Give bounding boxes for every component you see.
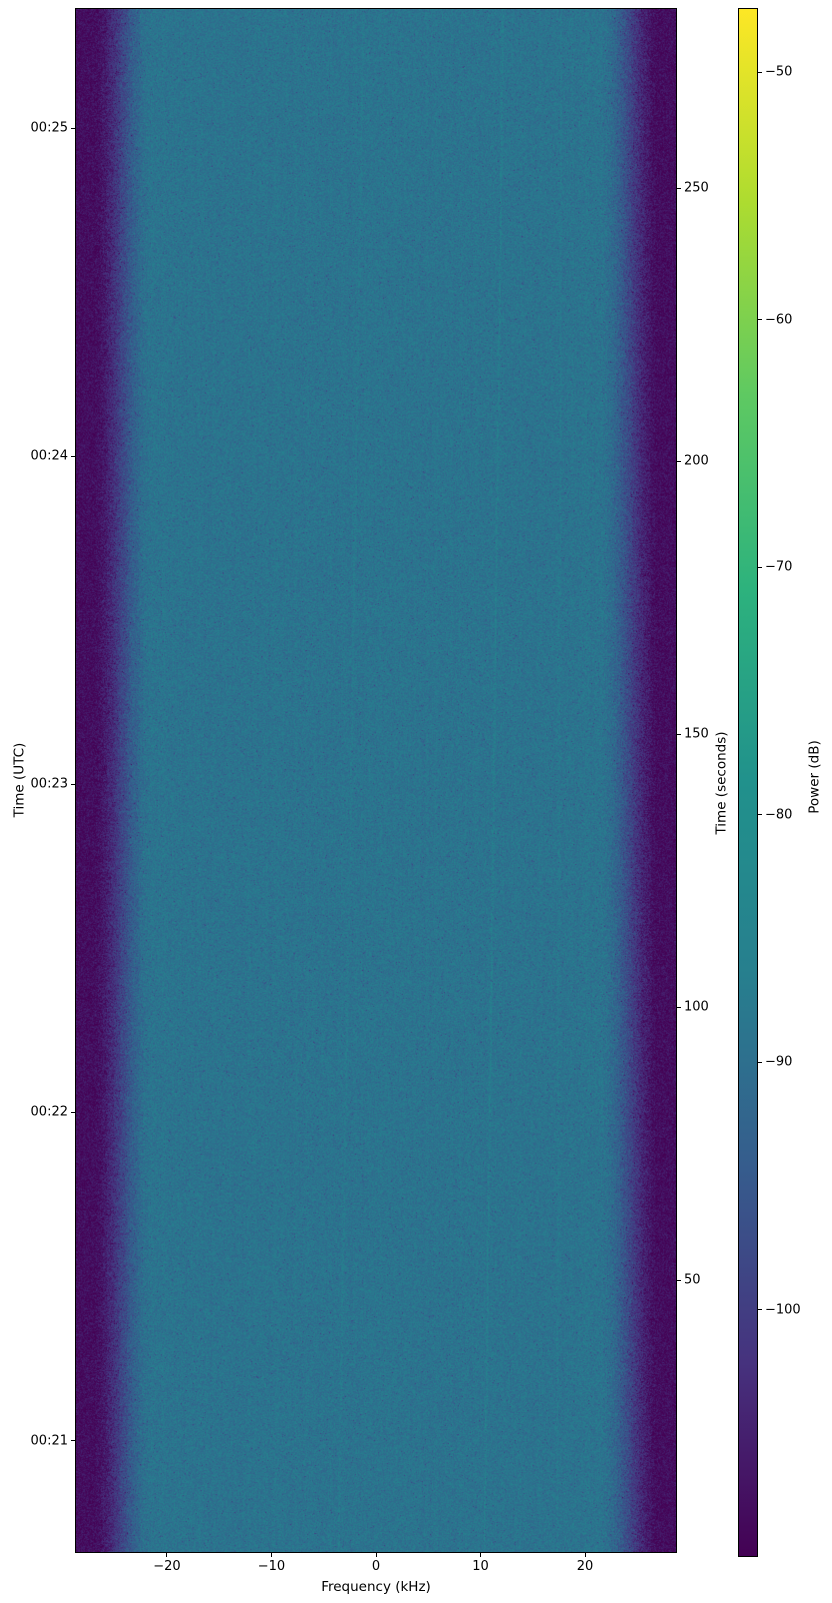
left-tick-label: 00:21 [30,1433,68,1449]
colorbar-tick-mark [758,1061,762,1063]
colorbar-tick-label: −80 [765,807,793,823]
x-tick-mark [270,1553,272,1557]
x-axis-label: Frequency (kHz) [321,1579,431,1595]
colorbar-label: Power (dB) [806,740,823,814]
colorbar-tick-label: −70 [765,559,793,575]
right-tick-mark [677,460,681,462]
right-tick-label: 100 [684,999,709,1015]
colorbar-tick-mark [758,566,762,568]
left-tick-label: 00:24 [30,448,68,464]
x-tick-mark [375,1553,377,1557]
right-tick-label: 200 [684,453,709,469]
right-tick-label: 150 [684,726,709,742]
right-tick-mark [677,733,681,735]
x-tick-label: 10 [472,1559,489,1574]
colorbar-tick-mark [758,814,762,816]
left-tick-label: 00:25 [30,120,68,136]
right-tick-mark [677,1279,681,1281]
colorbar-tick-mark [758,319,762,321]
left-tick-label: 00:23 [30,776,68,792]
x-tick-label: 20 [576,1559,594,1574]
colorbar-tick-label: −50 [765,64,793,80]
colorbar-tick-label: −60 [765,312,793,328]
y-axis-label-right: Time (seconds) [713,731,730,835]
right-tick-mark [677,187,681,189]
x-tick-label: −10 [257,1559,286,1574]
y-axis-label-left: Time (UTC) [11,742,28,818]
plot-area [75,8,677,1553]
right-tick-label: 250 [684,180,709,196]
right-tick-mark [677,1006,681,1008]
right-tick-label: 50 [684,1272,701,1288]
left-tick-mark [71,783,75,785]
left-tick-mark [71,127,75,129]
colorbar-tick-label: −90 [765,1054,793,1070]
left-tick-label: 00:22 [30,1104,68,1120]
x-tick-mark [584,1553,586,1557]
x-tick-label: 0 [371,1559,381,1574]
colorbar-tick-mark [758,71,762,73]
colorbar [738,8,758,1557]
x-tick-label: −20 [153,1559,181,1574]
spectrogram-image [76,9,676,1552]
left-tick-mark [71,455,75,457]
left-tick-mark [71,1111,75,1113]
colorbar-tick-mark [758,1309,762,1311]
left-tick-mark [71,1440,75,1442]
x-tick-mark [480,1553,481,1557]
colorbar-tick-label: −100 [765,1302,801,1318]
x-tick-mark [166,1553,168,1557]
